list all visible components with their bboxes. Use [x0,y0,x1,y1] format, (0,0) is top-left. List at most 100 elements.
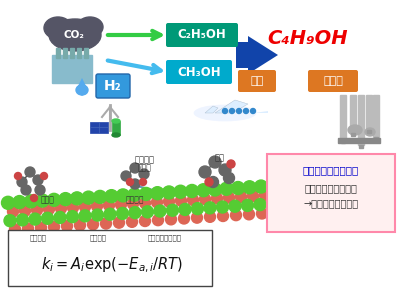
Bar [351,133,355,136]
Text: H₂: H₂ [104,79,122,93]
Text: 脱離: 脱離 [215,154,225,163]
Polygon shape [205,106,218,113]
Circle shape [80,201,90,212]
Circle shape [174,185,187,198]
Circle shape [129,207,141,219]
Circle shape [219,164,231,176]
Circle shape [126,178,134,185]
Circle shape [128,188,141,201]
Circle shape [22,223,34,234]
Bar [366,95,372,130]
Ellipse shape [112,119,120,123]
Bar [358,95,364,145]
Circle shape [152,197,162,208]
Circle shape [74,220,86,231]
Bar [373,95,379,137]
Circle shape [204,211,216,222]
Circle shape [140,215,150,226]
Circle shape [254,180,268,193]
Circle shape [2,196,14,209]
Bar [90,122,108,133]
Circle shape [116,199,126,210]
Circle shape [162,186,176,199]
Circle shape [20,205,30,216]
Ellipse shape [49,19,101,51]
Text: 燃料: 燃料 [250,76,264,86]
Bar [84,48,88,58]
Circle shape [100,218,112,229]
Circle shape [164,196,174,207]
Polygon shape [215,100,248,113]
Bar [374,137,378,140]
Text: 活性化エネルギー: 活性化エネルギー [148,235,182,241]
Circle shape [152,215,164,226]
Circle shape [254,199,266,211]
Circle shape [42,212,54,224]
Circle shape [59,193,72,206]
Circle shape [14,172,22,179]
Circle shape [44,204,54,215]
Circle shape [224,192,234,203]
Bar [341,140,345,143]
Circle shape [126,216,138,227]
Circle shape [4,215,16,227]
Circle shape [230,109,234,113]
Circle shape [216,201,228,213]
Text: 触媒上での反応解析: 触媒上での反応解析 [303,165,359,175]
Circle shape [199,166,211,178]
Circle shape [17,177,27,187]
Circle shape [130,163,140,173]
Circle shape [192,202,204,214]
Circle shape [205,178,213,186]
Circle shape [56,203,66,214]
Circle shape [236,109,242,113]
Text: C₄H₉OH: C₄H₉OH [268,28,348,47]
Text: CO₂: CO₂ [64,30,84,40]
Circle shape [200,194,210,205]
FancyBboxPatch shape [238,70,276,92]
Text: $k_i = A_i \exp(-E_{a,i} / RT)$: $k_i = A_i \exp(-E_{a,i} / RT)$ [41,255,183,275]
Circle shape [242,200,254,211]
FancyBboxPatch shape [96,74,130,98]
Circle shape [256,208,268,219]
Circle shape [232,182,244,194]
Text: 表面反応: 表面反応 [135,155,155,164]
Bar [70,48,74,58]
Circle shape [88,219,98,230]
Circle shape [36,194,49,207]
Polygon shape [76,78,88,96]
Circle shape [248,190,258,202]
Bar [56,48,60,58]
Circle shape [204,202,216,214]
FancyBboxPatch shape [267,154,395,232]
Circle shape [260,190,270,201]
Circle shape [24,195,38,208]
Circle shape [227,160,235,168]
Polygon shape [236,36,278,74]
Circle shape [25,167,35,177]
Circle shape [92,209,104,221]
Circle shape [179,203,191,215]
Bar [367,130,371,133]
Ellipse shape [194,105,256,121]
Circle shape [36,222,46,233]
Circle shape [222,109,228,113]
Circle shape [220,182,233,195]
Ellipse shape [365,128,375,136]
Circle shape [104,200,114,211]
Text: CH₃OH: CH₃OH [177,65,221,79]
Circle shape [92,201,102,212]
Circle shape [30,194,38,202]
Bar [350,95,356,133]
Circle shape [212,193,222,204]
Circle shape [140,188,152,200]
Bar [359,145,363,148]
Circle shape [54,212,66,224]
Circle shape [139,169,149,179]
Circle shape [244,209,254,220]
Bar [77,48,81,58]
Circle shape [128,198,138,209]
Ellipse shape [76,85,88,95]
Circle shape [166,214,176,225]
Circle shape [140,178,146,185]
